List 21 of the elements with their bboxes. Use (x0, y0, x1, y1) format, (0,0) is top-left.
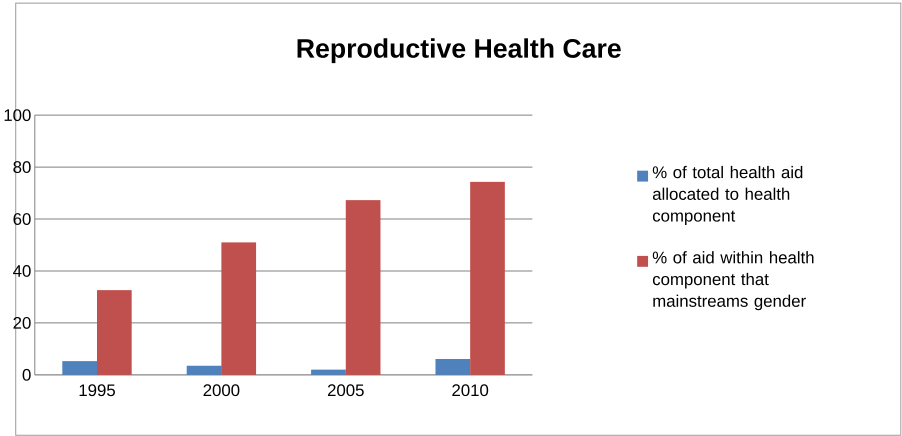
bar (346, 200, 380, 375)
bar (470, 182, 505, 375)
bar (435, 358, 470, 375)
y-tick-label: 0 (22, 368, 31, 381)
y-tick-label: 20 (13, 316, 31, 329)
x-tick-label: 1995 (80, 384, 115, 396)
legend-label: % of total health aid allocated to health component (652, 166, 802, 225)
bar (96, 290, 132, 375)
chart-title: Reproductive Health Care (298, 38, 621, 63)
y-tick-label: 80 (13, 160, 31, 173)
bar (221, 242, 256, 375)
bar (62, 360, 97, 375)
legend-label: % of aid within health component that mainstreams gender (652, 250, 814, 310)
y-tick-label: 100 (4, 108, 31, 121)
x-tick-label: 2000 (204, 384, 240, 396)
bar (311, 369, 346, 375)
x-tick-label: 2010 (452, 384, 488, 396)
bar (186, 366, 222, 375)
y-tick-label: 40 (13, 264, 31, 277)
x-tick-label: 2005 (328, 384, 364, 396)
y-tick-label: 60 (13, 212, 31, 225)
